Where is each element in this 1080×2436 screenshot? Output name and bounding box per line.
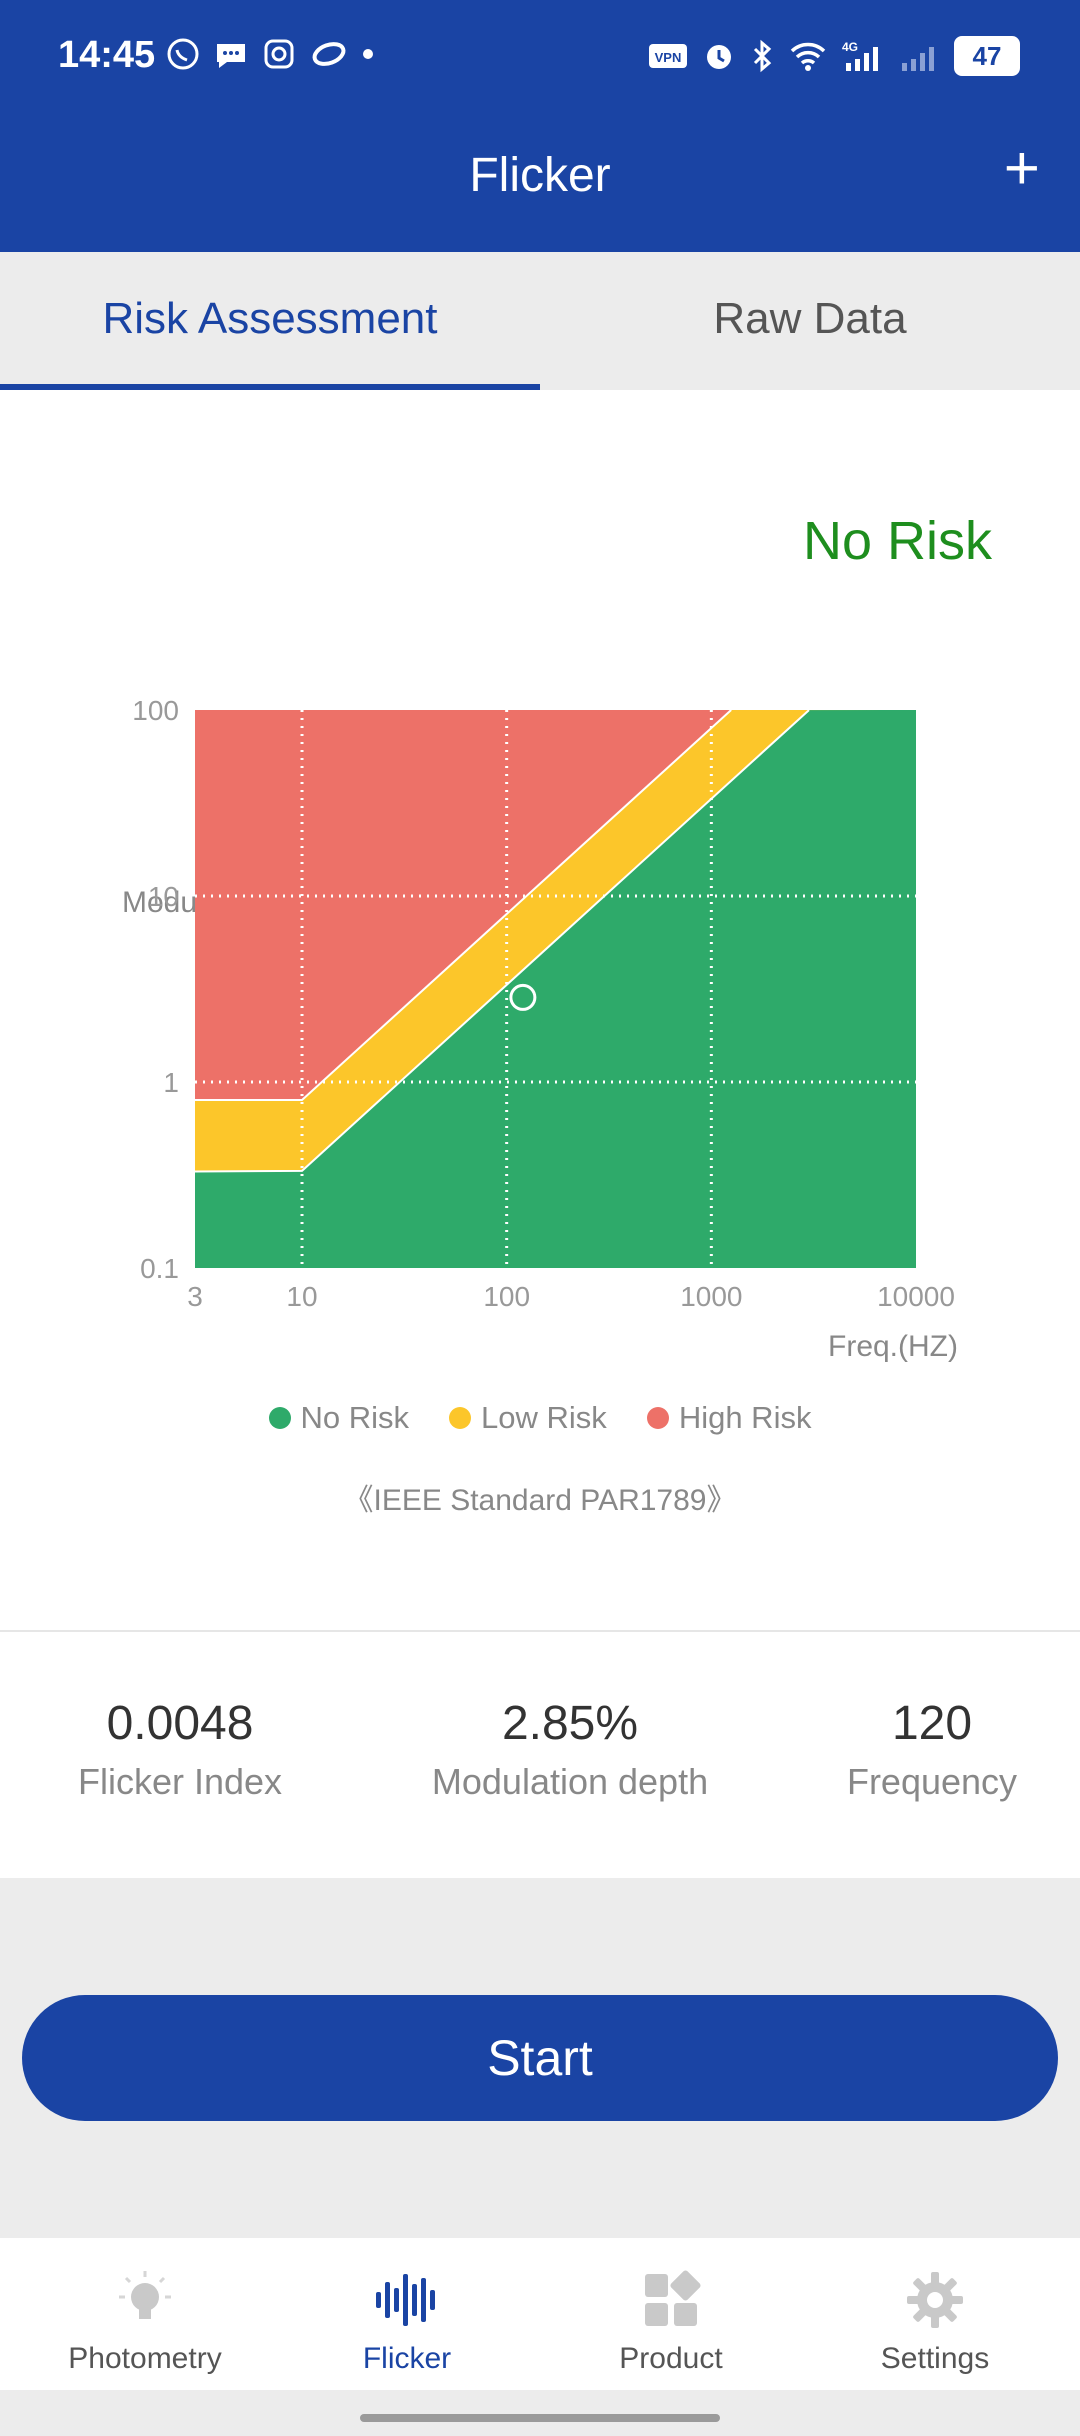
divider [0, 1630, 1080, 1632]
nav-product[interactable]: Product [536, 2238, 806, 2390]
chart-legend: No Risk Low Risk High Risk [0, 1400, 1080, 1436]
page-title: Flicker [469, 149, 611, 202]
x-tick-label: 100 [483, 1281, 530, 1312]
tab-risk-assessment[interactable]: Risk Assessment [102, 294, 438, 343]
vpn-icon: VPN [649, 44, 687, 68]
system-icons: VPN 4G 47 [648, 36, 1020, 76]
no-risk-boundary [194, 709, 810, 1173]
metric-frequency: 120 Frequency [752, 1632, 1080, 1803]
message-icon [217, 44, 245, 68]
whatsapp-icon [167, 38, 199, 70]
nav-label: Settings [880, 2342, 990, 2375]
legend-item: High Risk [646, 1400, 812, 1436]
gear-icon [800, 2260, 1070, 2340]
metric-value: 2.85% [501, 1697, 639, 1750]
legend-no-risk-dot [268, 1407, 291, 1429]
risk-status: No Risk [802, 511, 992, 571]
x-tick-label: 3 [187, 1281, 203, 1312]
nav-label: Product [619, 2342, 723, 2375]
nav-label: Flicker [362, 2342, 452, 2375]
y-tick-label: 10 [148, 881, 179, 912]
tab-bar: Risk Assessment Raw Data [0, 252, 1080, 390]
x-tick-label: 10000 [877, 1281, 955, 1312]
battery-icon: 47 [954, 36, 1020, 76]
legend-item: No Risk [268, 1400, 410, 1436]
alarm-icon [707, 45, 731, 69]
high-risk-boundary [195, 709, 732, 1102]
plot-area: 3 10 100 1000 10000 100 10 1 0.1 [132, 695, 955, 1312]
metric-value: 120 [891, 1697, 973, 1750]
metric-label: Modulation depth [431, 1761, 709, 1802]
metric-value: 0.0048 [106, 1697, 254, 1750]
nav-flicker[interactable]: Flicker [272, 2238, 542, 2390]
risk-card: No Risk Modulation(%) 310100100010000100… [0, 390, 1080, 1632]
waveform-icon [272, 2260, 542, 2340]
nav-label: Photometry [68, 2342, 222, 2375]
cellular-signal-icon: 4G [842, 40, 878, 71]
legend-label: High Risk [678, 1400, 812, 1435]
bottom-navigation: Photometry Flicker Product Settings [0, 2238, 1080, 2390]
legend-high-risk-dot [646, 1407, 669, 1429]
instagram-icon [264, 39, 294, 69]
standard-reference: 《IEEE Standard PAR1789》 [343, 1484, 737, 1517]
svg-text:VPN: VPN [655, 50, 682, 65]
metric-label: Frequency [846, 1761, 1018, 1802]
cellular-signal-2-icon [902, 47, 934, 71]
measurement-point [509, 983, 537, 1011]
dot-icon [363, 49, 373, 59]
nav-photometry[interactable]: Photometry [10, 2238, 280, 2390]
nav-settings[interactable]: Settings [800, 2238, 1070, 2390]
metric-flicker-index: 0.0048 Flicker Index [0, 1632, 360, 1803]
home-indicator [360, 2414, 720, 2422]
metric-modulation-depth: 2.85% Modulation depth [390, 1632, 750, 1803]
legend-label: No Risk [300, 1400, 410, 1435]
svg-text:4G: 4G [842, 40, 858, 54]
x-tick-label: 10 [286, 1281, 317, 1312]
app-bar: Flicker + [0, 120, 1080, 252]
legend-label: Low Risk [481, 1400, 607, 1435]
app-icon [312, 42, 346, 66]
plus-icon[interactable]: + [1003, 134, 1040, 203]
wifi-icon [790, 42, 826, 71]
y-tick-label: 1 [163, 1067, 179, 1098]
y-tick-label: 100 [132, 695, 179, 726]
metric-label: Flicker Index [77, 1761, 283, 1802]
no-risk-region [195, 710, 916, 1268]
y-tick-label: 0.1 [140, 1253, 179, 1284]
status-bar: 14:45 VPN 4G 47 [0, 0, 1080, 120]
x-axis-label: Freq.(HZ) [828, 1330, 958, 1363]
bluetooth-icon [753, 39, 772, 73]
start-button[interactable]: Start [22, 1995, 1058, 2121]
grid-icon [536, 2260, 806, 2340]
legend-item: Low Risk [449, 1400, 607, 1436]
bulb-icon [10, 2260, 280, 2340]
legend-low-risk-dot [449, 1407, 472, 1429]
x-tick-label: 1000 [680, 1281, 742, 1312]
active-tab-indicator [0, 384, 540, 390]
tab-raw-data[interactable]: Raw Data [713, 294, 907, 343]
status-time: 14:45 [58, 34, 156, 76]
notification-icons [165, 36, 375, 72]
metrics-panel: 0.0048 Flicker Index 2.85% Modulation de… [0, 1632, 1080, 1878]
